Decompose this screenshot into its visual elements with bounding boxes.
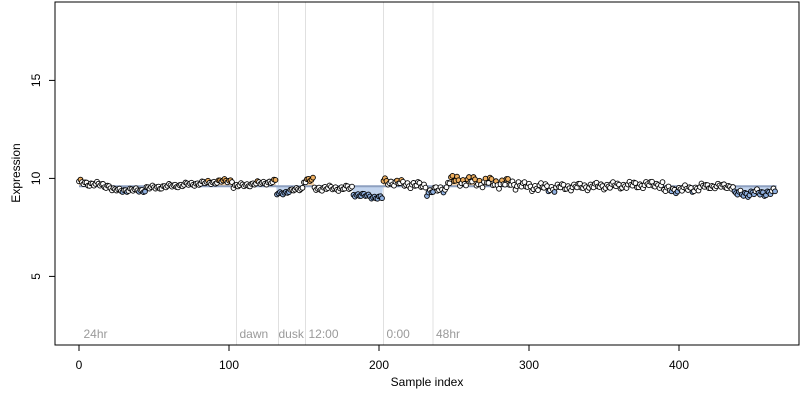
data-point (497, 186, 502, 191)
annotation-5: 48hr (436, 327, 460, 341)
data-point (350, 184, 355, 189)
y-tick-label-10: 10 (29, 171, 43, 185)
data-point (773, 189, 778, 194)
x-tick-label-100: 100 (219, 358, 239, 372)
x-tick-label-400: 400 (669, 358, 689, 372)
data-point (536, 188, 541, 193)
y-tick-label-5: 5 (29, 273, 43, 280)
data-point (423, 185, 428, 190)
x-tick-label-0: 0 (76, 358, 83, 372)
data-point (464, 183, 469, 188)
data-point (450, 173, 455, 178)
annotation-4: 0:00 (387, 327, 411, 341)
y-axis-label: Expression (9, 143, 23, 202)
annotation-3: 12:00 (309, 327, 339, 341)
data-point (660, 180, 665, 185)
annotation-0: 24hr (84, 327, 108, 341)
y-tick-label-15: 15 (29, 73, 43, 87)
data-point (489, 177, 494, 182)
data-point (380, 196, 385, 201)
data-point (311, 175, 316, 180)
data-point (480, 185, 485, 190)
data-point (506, 177, 511, 182)
data-point (300, 185, 305, 190)
data-point (273, 178, 278, 183)
x-tick-label-300: 300 (519, 358, 539, 372)
annotation-2: dusk (279, 327, 305, 341)
x-tick-label-200: 200 (369, 358, 389, 372)
x-axis-label: Sample index (391, 375, 464, 389)
annotation-1: dawn (240, 327, 269, 341)
data-point (447, 181, 452, 186)
